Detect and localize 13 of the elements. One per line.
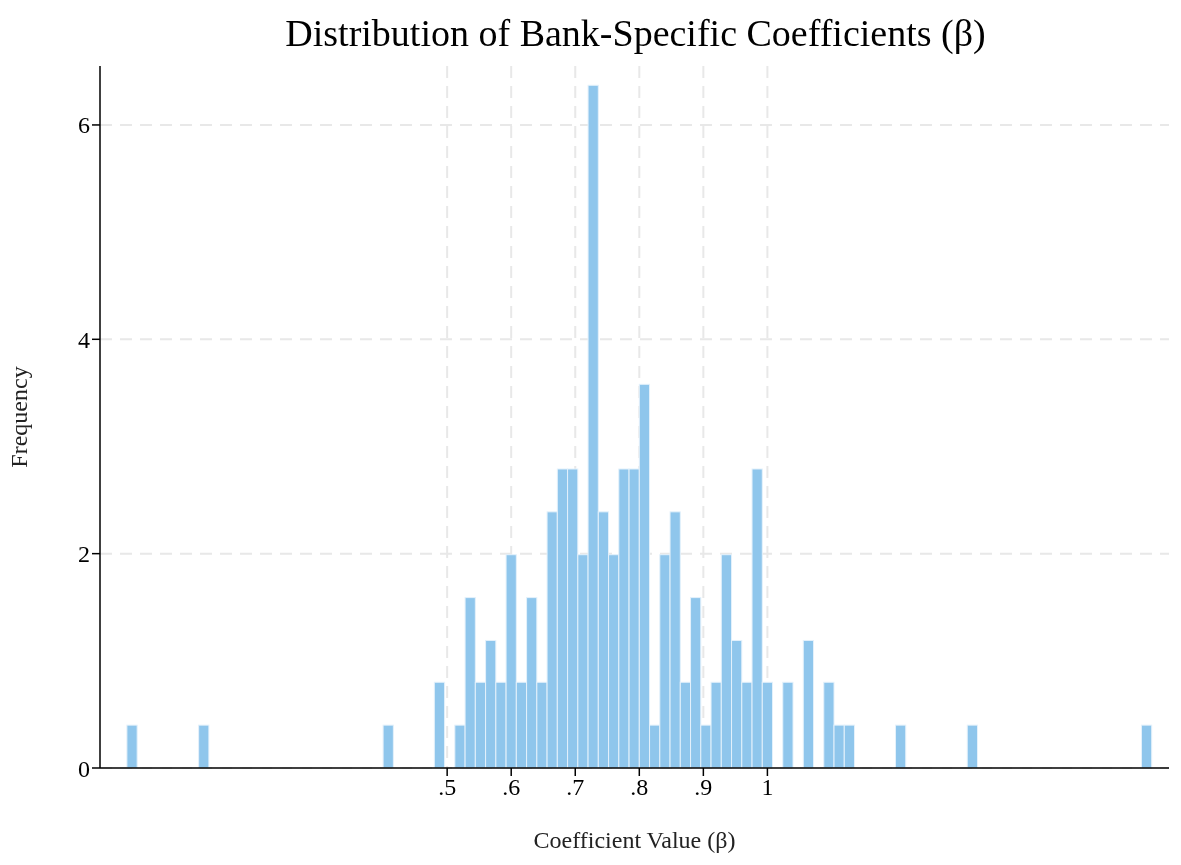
x-axis-title: Coefficient Value (β) [533, 827, 736, 853]
x-tick-label: .7 [566, 774, 585, 801]
y-tick-label: 6 [78, 112, 90, 139]
y-tick-label: 2 [78, 541, 90, 568]
x-tick-label: .5 [438, 774, 457, 801]
x-tick-label: .8 [630, 774, 649, 801]
y-axis-title: Frequency [5, 366, 32, 468]
y-tick-label: 4 [78, 326, 90, 353]
x-tick-label: 1 [761, 774, 774, 801]
x-tick-label: .6 [502, 774, 521, 801]
x-tick-label: .9 [694, 774, 713, 801]
y-tick-label: 0 [78, 755, 90, 782]
chart-title: Distribution of Bank-Specific Coefficients (β) [284, 11, 987, 56]
